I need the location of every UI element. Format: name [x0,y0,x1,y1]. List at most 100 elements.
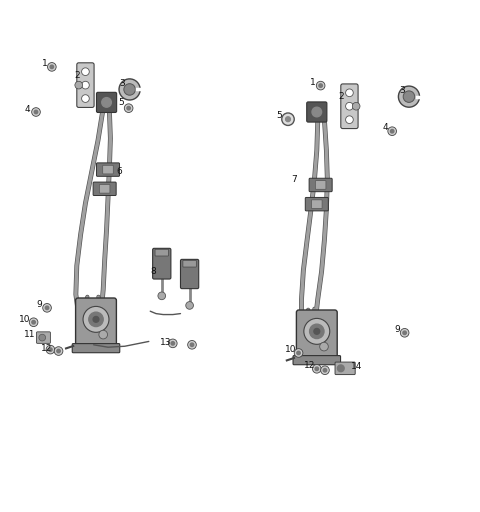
Circle shape [127,106,131,110]
FancyBboxPatch shape [103,165,113,174]
Circle shape [102,98,111,107]
Text: 3: 3 [120,79,125,88]
Text: 1: 1 [310,78,316,87]
Circle shape [388,127,396,136]
Circle shape [323,369,327,372]
Text: 5: 5 [276,111,282,120]
Circle shape [32,108,40,116]
Text: 1: 1 [42,59,48,69]
Circle shape [186,302,193,309]
Text: 2: 2 [338,92,344,101]
Circle shape [89,312,103,327]
FancyBboxPatch shape [312,200,322,208]
FancyBboxPatch shape [315,181,326,189]
FancyBboxPatch shape [297,310,337,360]
Circle shape [403,331,407,334]
Circle shape [282,113,294,125]
Text: 6: 6 [116,167,122,177]
Text: 9: 9 [36,301,42,309]
Circle shape [82,95,89,102]
Circle shape [39,334,46,341]
FancyBboxPatch shape [72,344,120,353]
Circle shape [48,62,56,71]
Text: 11: 11 [24,330,36,339]
Circle shape [312,107,322,117]
Text: 7: 7 [291,175,297,184]
FancyBboxPatch shape [155,249,168,256]
FancyBboxPatch shape [309,178,332,191]
Circle shape [124,83,135,95]
FancyBboxPatch shape [183,260,196,267]
Circle shape [310,324,324,338]
Circle shape [297,351,300,355]
Circle shape [29,318,38,327]
Circle shape [46,345,55,354]
Circle shape [400,329,409,337]
Circle shape [321,366,329,375]
Text: 10: 10 [19,315,31,324]
FancyBboxPatch shape [96,163,120,176]
FancyBboxPatch shape [307,102,327,122]
Text: 13: 13 [160,338,171,347]
Circle shape [337,365,344,372]
Circle shape [57,349,60,353]
FancyBboxPatch shape [153,248,171,279]
FancyBboxPatch shape [293,356,341,365]
Text: 9: 9 [395,325,400,334]
Circle shape [43,304,51,312]
Circle shape [398,86,420,107]
Text: 14: 14 [350,362,362,371]
Circle shape [346,102,353,110]
Circle shape [190,343,194,347]
Circle shape [82,81,89,89]
Circle shape [314,329,320,334]
FancyBboxPatch shape [335,362,355,375]
Circle shape [168,339,177,348]
Text: 12: 12 [304,361,315,370]
Circle shape [346,89,353,97]
Circle shape [188,340,196,349]
Circle shape [82,68,89,75]
Circle shape [32,321,36,324]
Circle shape [352,102,360,110]
Text: 10: 10 [285,345,296,354]
Text: 5: 5 [119,98,124,107]
Circle shape [304,318,330,344]
Circle shape [50,65,54,69]
FancyBboxPatch shape [96,92,117,113]
Text: 4: 4 [24,105,30,114]
FancyBboxPatch shape [75,298,116,348]
Circle shape [316,81,325,90]
Circle shape [119,79,140,100]
FancyBboxPatch shape [305,198,328,211]
Circle shape [171,342,175,345]
Circle shape [75,81,83,89]
FancyBboxPatch shape [341,84,358,129]
FancyBboxPatch shape [99,184,110,193]
Circle shape [158,292,166,300]
FancyBboxPatch shape [93,182,116,196]
Text: 4: 4 [382,123,388,132]
Circle shape [286,117,290,121]
Circle shape [294,349,303,357]
Circle shape [34,110,38,114]
Circle shape [99,330,108,339]
Circle shape [403,91,415,102]
Circle shape [83,306,109,332]
Circle shape [124,104,133,113]
FancyBboxPatch shape [180,260,199,289]
Circle shape [312,365,321,373]
Circle shape [320,343,328,351]
Circle shape [45,306,49,310]
Circle shape [54,347,63,355]
Circle shape [48,348,52,351]
FancyBboxPatch shape [77,63,94,108]
FancyBboxPatch shape [36,332,50,344]
Text: 3: 3 [399,86,405,95]
Text: 8: 8 [151,267,156,276]
Circle shape [93,316,99,322]
Circle shape [319,84,323,88]
Circle shape [315,367,319,371]
Text: 2: 2 [74,71,80,80]
Text: 12: 12 [41,344,53,353]
